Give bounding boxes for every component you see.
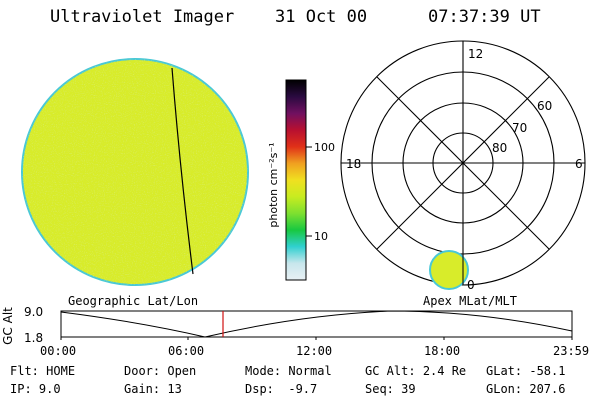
colorbar-unit-label: photon cm⁻²s⁻¹ (267, 142, 280, 227)
lat-label-70: 70 (512, 121, 527, 135)
uv-earth-image (21, 58, 249, 286)
timeline-x-ticks (60, 337, 573, 340)
seq-value: 39 (401, 382, 416, 396)
terminator-line (171, 67, 194, 275)
timeline-tick-2359: 23:59 (553, 344, 590, 358)
altitude-curve (60, 310, 573, 338)
dsp-value: -9.7 (288, 382, 318, 396)
filter-value: HOME (46, 364, 76, 378)
ip-value: 9.0 (38, 382, 61, 396)
imager-panels: 100 10 photon cm⁻²s⁻¹ 12 18 6 0 60 70 80 (21, 40, 586, 292)
status-seq: Seq: 39 (365, 382, 416, 396)
colorbar-tick-100: 100 (314, 141, 335, 154)
image-time: 07:37:39 UT (428, 7, 541, 27)
mode-value: Normal (288, 364, 332, 378)
status-ip: IP: 9.0 (10, 382, 61, 396)
glon-value: 207.6 (529, 382, 566, 396)
mlt-label-12: 12 (468, 47, 483, 61)
status-glat: GLat: -58.1 (486, 364, 566, 378)
altitude-timeline: GC Alt 9.0 1.8 (1, 305, 573, 345)
timeline-tick-1200: 12:00 (296, 344, 333, 358)
status-door: Door: Open (124, 364, 197, 378)
polar-image-patch (429, 250, 469, 290)
timeline-tick-1800: 18:00 (424, 344, 461, 358)
mlt-label-0: 0 (467, 278, 475, 292)
colorbar: 100 10 photon cm⁻²s⁻¹ (267, 79, 335, 281)
status-filter: Flt: HOME (10, 364, 76, 378)
lat-label-60: 60 (537, 99, 552, 113)
timeline-axis-label: GC Alt (1, 307, 15, 345)
timeline-right-title: Apex MLat/MLT (423, 294, 517, 308)
status-dsp: Dsp: -9.7 (245, 382, 318, 396)
status-gc-alt: GC Alt: 2.4 Re (365, 364, 467, 378)
timeline-left-title: Geographic Lat/Lon (68, 294, 199, 308)
image-date: 31 Oct 00 (275, 7, 368, 27)
status-gain: Gain: 13 (124, 382, 182, 396)
mlt-label-6: 6 (575, 157, 583, 171)
door-value: Open (167, 364, 197, 378)
instrument-title: Ultraviolet Imager (50, 7, 235, 27)
glat-value: -58.1 (529, 364, 566, 378)
timeline-tick-0000: 00:00 (40, 344, 77, 358)
lat-label-80: 80 (492, 141, 507, 155)
timeline-y-min: 1.8 (24, 331, 43, 345)
status-glon: GLon: 207.6 (486, 382, 566, 396)
gc-alt-value: 2.4 Re (422, 364, 467, 378)
timeline-y-max: 9.0 (24, 305, 43, 319)
polar-mlat-mlt-grid (340, 40, 586, 286)
colorbar-tick-10: 10 (314, 230, 328, 243)
gain-value: 13 (167, 382, 182, 396)
mlt-label-18: 18 (346, 157, 361, 171)
timeline-tick-0600: 06:00 (168, 344, 205, 358)
status-mode: Mode: Normal (245, 364, 332, 378)
